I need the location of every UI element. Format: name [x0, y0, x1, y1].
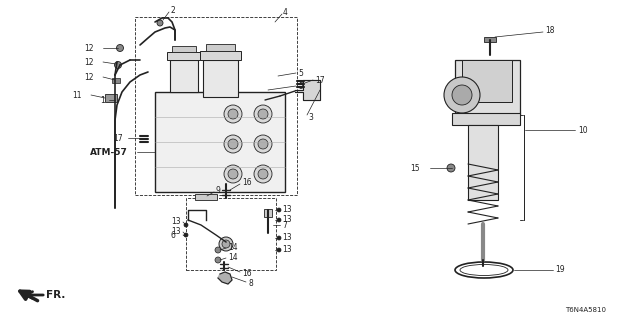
Bar: [135, 17, 297, 195]
Text: 1: 1: [100, 95, 105, 105]
Text: 14: 14: [228, 253, 237, 262]
Text: 8: 8: [248, 279, 253, 289]
Bar: [455, 60, 520, 115]
Polygon shape: [295, 80, 320, 100]
Text: 13: 13: [282, 205, 292, 214]
Text: 17: 17: [315, 76, 324, 84]
Bar: [170, 60, 198, 92]
Circle shape: [215, 257, 221, 263]
Text: 13: 13: [171, 228, 180, 236]
Circle shape: [228, 139, 238, 149]
Circle shape: [444, 77, 480, 113]
Circle shape: [277, 248, 281, 252]
Bar: [203, 60, 238, 97]
Text: 14: 14: [228, 244, 237, 252]
Circle shape: [222, 240, 230, 248]
Circle shape: [215, 247, 221, 253]
Text: ATM-57: ATM-57: [90, 148, 128, 156]
Bar: [206, 44, 235, 51]
Bar: [484, 37, 496, 42]
Circle shape: [224, 105, 242, 123]
Text: 13: 13: [171, 218, 180, 227]
Text: 9: 9: [215, 186, 220, 195]
Bar: [195, 194, 217, 200]
Text: 11: 11: [72, 91, 81, 100]
Circle shape: [224, 135, 242, 153]
Text: 15: 15: [410, 164, 420, 172]
Bar: [112, 78, 120, 83]
Circle shape: [219, 237, 233, 251]
Circle shape: [277, 236, 281, 240]
Circle shape: [184, 223, 188, 227]
Circle shape: [254, 105, 272, 123]
Circle shape: [228, 169, 238, 179]
Bar: [186, 198, 276, 270]
Text: 6: 6: [170, 230, 175, 239]
Circle shape: [254, 135, 272, 153]
Circle shape: [277, 218, 281, 222]
Bar: [155, 92, 285, 192]
Text: 19: 19: [555, 266, 564, 275]
Text: 10: 10: [578, 125, 588, 134]
Circle shape: [157, 20, 163, 26]
Circle shape: [258, 139, 268, 149]
Text: 12: 12: [84, 58, 93, 67]
Circle shape: [228, 109, 238, 119]
Text: 13: 13: [282, 245, 292, 254]
Text: 18: 18: [545, 26, 554, 35]
Bar: [105, 94, 117, 102]
Circle shape: [115, 61, 122, 68]
Circle shape: [258, 169, 268, 179]
Text: 5: 5: [298, 68, 303, 77]
Bar: [462, 60, 512, 102]
Circle shape: [254, 165, 272, 183]
Bar: [468, 125, 498, 200]
Bar: [167, 52, 201, 60]
Text: 7: 7: [282, 220, 287, 229]
Text: 12: 12: [84, 73, 93, 82]
Text: 13: 13: [282, 234, 292, 243]
Bar: [264, 209, 272, 217]
Text: 12: 12: [84, 44, 93, 52]
Circle shape: [447, 164, 455, 172]
Circle shape: [184, 233, 188, 237]
Bar: [452, 113, 520, 125]
Text: 13: 13: [282, 215, 292, 225]
Circle shape: [224, 165, 242, 183]
Text: 2: 2: [170, 5, 175, 14]
Text: FR.: FR.: [46, 290, 65, 300]
Text: T6N4A5810: T6N4A5810: [565, 307, 606, 313]
Text: 3: 3: [308, 113, 313, 122]
Text: 16: 16: [242, 269, 252, 278]
Circle shape: [258, 109, 268, 119]
Text: 17: 17: [113, 133, 123, 142]
Bar: [172, 46, 196, 52]
Text: 5: 5: [298, 82, 303, 91]
Circle shape: [452, 85, 472, 105]
Text: 16: 16: [242, 178, 252, 187]
Text: 4: 4: [283, 7, 288, 17]
Bar: [200, 51, 241, 60]
Circle shape: [277, 208, 281, 212]
Circle shape: [116, 44, 124, 52]
Polygon shape: [218, 272, 232, 284]
